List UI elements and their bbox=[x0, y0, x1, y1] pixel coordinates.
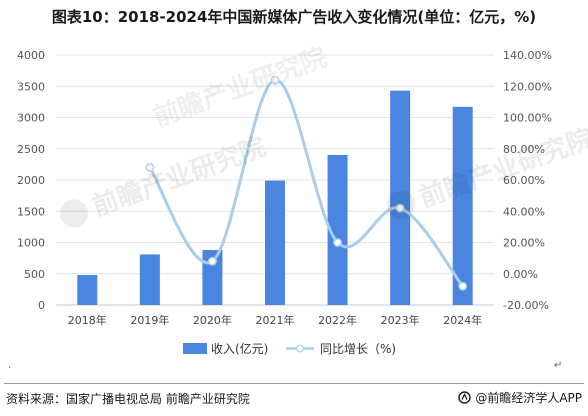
brand: @前瞻经济学人APP bbox=[458, 389, 582, 406]
paragraph-mark: ↵ bbox=[554, 360, 563, 371]
growth-point bbox=[145, 163, 155, 172]
line-series bbox=[148, 78, 465, 288]
chart: 0 500 1000 1500 2000 2500 3000 3500 4000 -20.00%… bbox=[17, 49, 552, 356]
y-right-tick-label: 20.00% bbox=[503, 237, 545, 250]
y-right-tick-label: -20.00% bbox=[503, 299, 549, 312]
y-right-tick-label: 60.00% bbox=[503, 174, 545, 187]
x-tick-labels: 2018年 2019年 2020年 2021年 2022年 2023年 2024年 bbox=[68, 313, 482, 327]
growth-point bbox=[208, 256, 217, 266]
y-right-tick-label: 140.00% bbox=[503, 49, 552, 62]
growth-point bbox=[458, 281, 468, 291]
x-tick-label: 2023年 bbox=[381, 313, 420, 327]
legend-line-label: 同比增长（%) bbox=[320, 342, 396, 356]
legend-bar-swatch bbox=[183, 343, 207, 354]
y-left-tick-label: 3000 bbox=[17, 112, 45, 125]
legend: 收入(亿元) 同比增长（%) bbox=[183, 341, 396, 356]
y-right-tick-label: 0.00% bbox=[503, 268, 538, 281]
x-tick-label: 2018年 bbox=[68, 313, 107, 327]
brand-logo-icon bbox=[458, 391, 472, 404]
y-right-tick-label: 80.00% bbox=[503, 143, 545, 156]
bar bbox=[452, 106, 473, 305]
x-tick-label: 2022年 bbox=[318, 313, 357, 327]
growth-point bbox=[395, 203, 405, 213]
bar bbox=[390, 90, 411, 305]
source-text: 资料来源：国家广播电视总局 前瞻产业研究院 bbox=[6, 392, 250, 406]
growth-point bbox=[270, 75, 280, 85]
y-left-tick-label: 0 bbox=[38, 299, 45, 312]
figure-title: 图表10：2018-2024年中国新媒体广告收入变化情况(单位：亿元，%) bbox=[51, 8, 537, 26]
x-tick-label: 2020年 bbox=[193, 313, 232, 327]
growth-point bbox=[333, 238, 342, 247]
y-left-tick-label: 500 bbox=[24, 268, 45, 281]
y-left-tick-labels: 0 500 1000 1500 2000 2500 3000 3500 4000 bbox=[17, 49, 45, 312]
bar-series bbox=[77, 90, 473, 305]
y-left-tick-label: 2500 bbox=[17, 143, 45, 156]
y-left-tick-label: 2000 bbox=[17, 174, 45, 187]
x-tick-label: 2021年 bbox=[256, 313, 295, 327]
brand-text: @前瞻经济学人APP bbox=[475, 391, 582, 405]
line-markers bbox=[145, 75, 468, 291]
y-left-tick-label: 1000 bbox=[17, 237, 45, 250]
y-right-tick-label: 120.00% bbox=[503, 80, 552, 93]
paragraph-dot: . bbox=[8, 360, 12, 371]
bar bbox=[77, 275, 98, 305]
x-tick-label: 2019年 bbox=[130, 313, 169, 327]
bar bbox=[265, 180, 285, 305]
bar bbox=[139, 254, 160, 305]
y-left-tick-label: 1500 bbox=[17, 205, 45, 218]
y-right-tick-labels: -20.00% 0.00% 20.00% 40.00% 60.00% 80.00% 100.… bbox=[503, 49, 552, 312]
legend-line-marker bbox=[295, 344, 305, 353]
legend-bar-label: 收入(亿元) bbox=[211, 341, 268, 356]
y-left-tick-label: 4000 bbox=[17, 49, 45, 62]
y-right-tick-label: 100.00% bbox=[503, 112, 552, 125]
bar bbox=[327, 155, 348, 305]
footer-divider bbox=[4, 383, 584, 384]
y-right-tick-label: 40.00% bbox=[503, 205, 545, 218]
growth-line bbox=[148, 78, 465, 288]
y-left-tick-label: 3500 bbox=[17, 80, 45, 93]
x-tick-label: 2024年 bbox=[443, 313, 482, 327]
